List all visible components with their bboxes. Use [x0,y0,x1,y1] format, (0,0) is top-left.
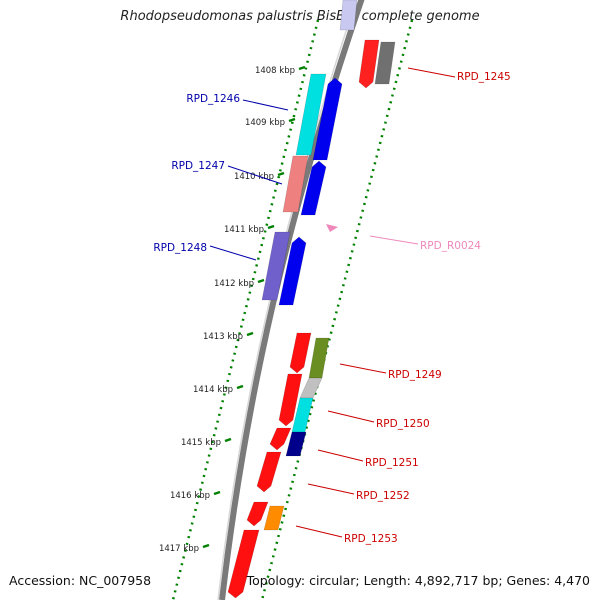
gene-label[interactable]: RPD_1246 [186,93,240,105]
gene-arrow-rpd-1249[interactable] [289,332,312,374]
gene-arrow-rpd-1250[interactable] [278,373,303,427]
scale-tick-label: 1411 kbp [224,225,264,235]
gene-arrow-rpd-1251[interactable] [269,427,292,451]
gene-feature-rpd-1248[interactable] [261,231,291,301]
gene-feature-rpd-1246[interactable] [295,73,327,156]
gene-arrow-rpd-1248[interactable] [278,236,307,306]
gene-feature-rpd-1253[interactable] [263,505,285,531]
gene-label[interactable]: RPD_1247 [171,160,225,172]
gene-feature-rpd-1250-grey[interactable] [299,377,323,399]
scale-tick-mark [202,543,210,549]
gene-leader-line [307,483,355,495]
scale-tick-label: 1414 kbp [193,385,233,395]
gene-leader-line [327,410,375,423]
scale-tick-label: 1413 kbp [203,332,243,342]
scale-tick-mark [267,224,275,230]
scale-tick-label: 1409 kbp [245,118,285,128]
gene-feature-rpd-1245-annotation[interactable] [374,41,396,85]
gene-leader-line [407,67,456,78]
gene-label[interactable]: RPD_1249 [388,369,442,381]
scale-tick-label: 1410 kbp [234,172,274,182]
scale-tick-mark [236,384,244,390]
gene-arrow-rpd-1245[interactable] [358,39,380,89]
scale-tick-label: 1415 kbp [181,438,221,448]
right-dotted-guide [260,19,414,600]
scale-tick-mark [213,490,221,496]
scale-tick-mark [257,278,265,284]
left-dotted-guide [171,19,320,600]
gene-leader-line [339,363,387,374]
gene-label[interactable]: RPD_1251 [365,457,419,469]
scale-tick-label: 1412 kbp [214,279,254,289]
gene-leader-line [227,165,283,185]
scale-tick-label: 1417 kbp [159,544,199,554]
scale-tick-mark [288,117,296,123]
gene-label[interactable]: RPD_1245 [457,71,511,83]
accession-text: Accession: NC_007958 [9,573,152,588]
map-title: Rhodopseudomonas palustris BisB5, comple… [120,9,480,24]
gene-leader-line [209,245,257,261]
gene-label[interactable]: RPD_R0024 [420,240,481,252]
gene-arrow-rpd-1246[interactable] [312,77,343,161]
gene-label[interactable]: RPD_1250 [376,418,430,430]
scale-tick-mark [246,331,254,337]
gene-arrow-rpd-1247[interactable] [300,160,327,216]
gene-leader-line [317,449,364,462]
gene-arrow-rpd-1253[interactable] [246,501,269,527]
scale-tick-label: 1408 kbp [255,66,295,76]
gene-label[interactable]: RPD_1252 [356,490,410,502]
scale-tick-label: 1416 kbp [170,491,210,501]
gene-arrow-bottom[interactable] [227,529,260,599]
gene-arrow-rpd-1252[interactable] [256,451,282,493]
gene-leader-line [242,99,289,111]
gene-leader-line [369,235,419,245]
scale-tick-mark [224,437,232,443]
gene-feature-partial[interactable] [339,0,358,31]
gene-feature-rpd-1247[interactable] [282,155,309,213]
gene-label[interactable]: RPD_1253 [344,533,398,545]
genome-summary-text: Topology: circular; Length: 4,892,717 bp… [246,573,590,588]
scale-tick-mark [298,65,306,71]
rna-marker-rpd-r0024[interactable] [326,224,338,232]
gene-feature-rpd-1251[interactable] [285,431,307,457]
gene-label[interactable]: RPD_1248 [153,242,207,254]
scale-tick-mark [277,171,285,177]
gene-leader-line [295,525,343,538]
gene-feature-rpd-1249[interactable] [308,337,330,379]
